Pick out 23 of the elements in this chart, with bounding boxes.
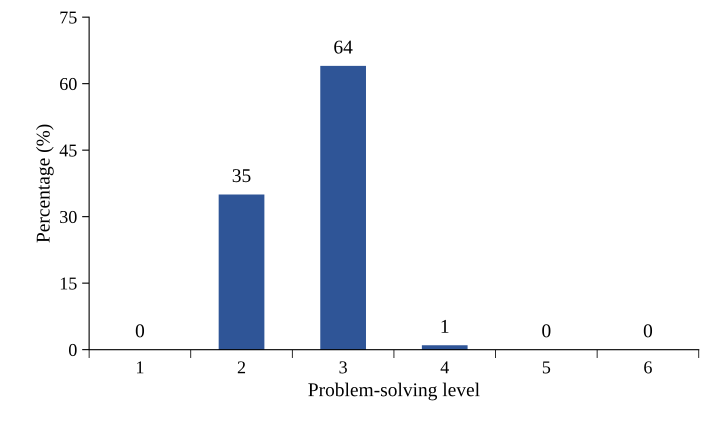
bar [422, 345, 468, 350]
y-tick-label: 30 [60, 210, 77, 224]
y-tick-label: 45 [60, 144, 77, 157]
x-tick-label: 6 [644, 361, 652, 374]
bar [320, 66, 366, 350]
x-tick-label: 5 [542, 361, 550, 374]
x-tick-label: 4 [440, 361, 449, 374]
y-tick-label: 75 [60, 12, 77, 24]
y-tick-label: 60 [60, 78, 77, 90]
y-tick-label: 15 [60, 277, 77, 290]
data-label: 1 [442, 320, 448, 333]
bar [218, 194, 264, 350]
x-axis-title: Problem-solving level [308, 382, 480, 400]
data-label: 64 [334, 40, 353, 54]
x-tick-label: 2 [238, 361, 246, 374]
x-tick-label: 3 [339, 361, 347, 374]
x-tick-label: 1 [137, 361, 144, 374]
data-label: 35 [232, 169, 250, 182]
data-label: 0 [136, 324, 144, 338]
data-label: 0 [644, 324, 652, 338]
data-label: 0 [542, 324, 550, 338]
y-axis-title: Percentage (%) [36, 124, 54, 242]
y-tick-label: 0 [68, 344, 77, 356]
